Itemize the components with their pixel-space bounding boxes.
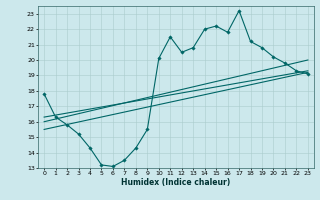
X-axis label: Humidex (Indice chaleur): Humidex (Indice chaleur) xyxy=(121,178,231,187)
